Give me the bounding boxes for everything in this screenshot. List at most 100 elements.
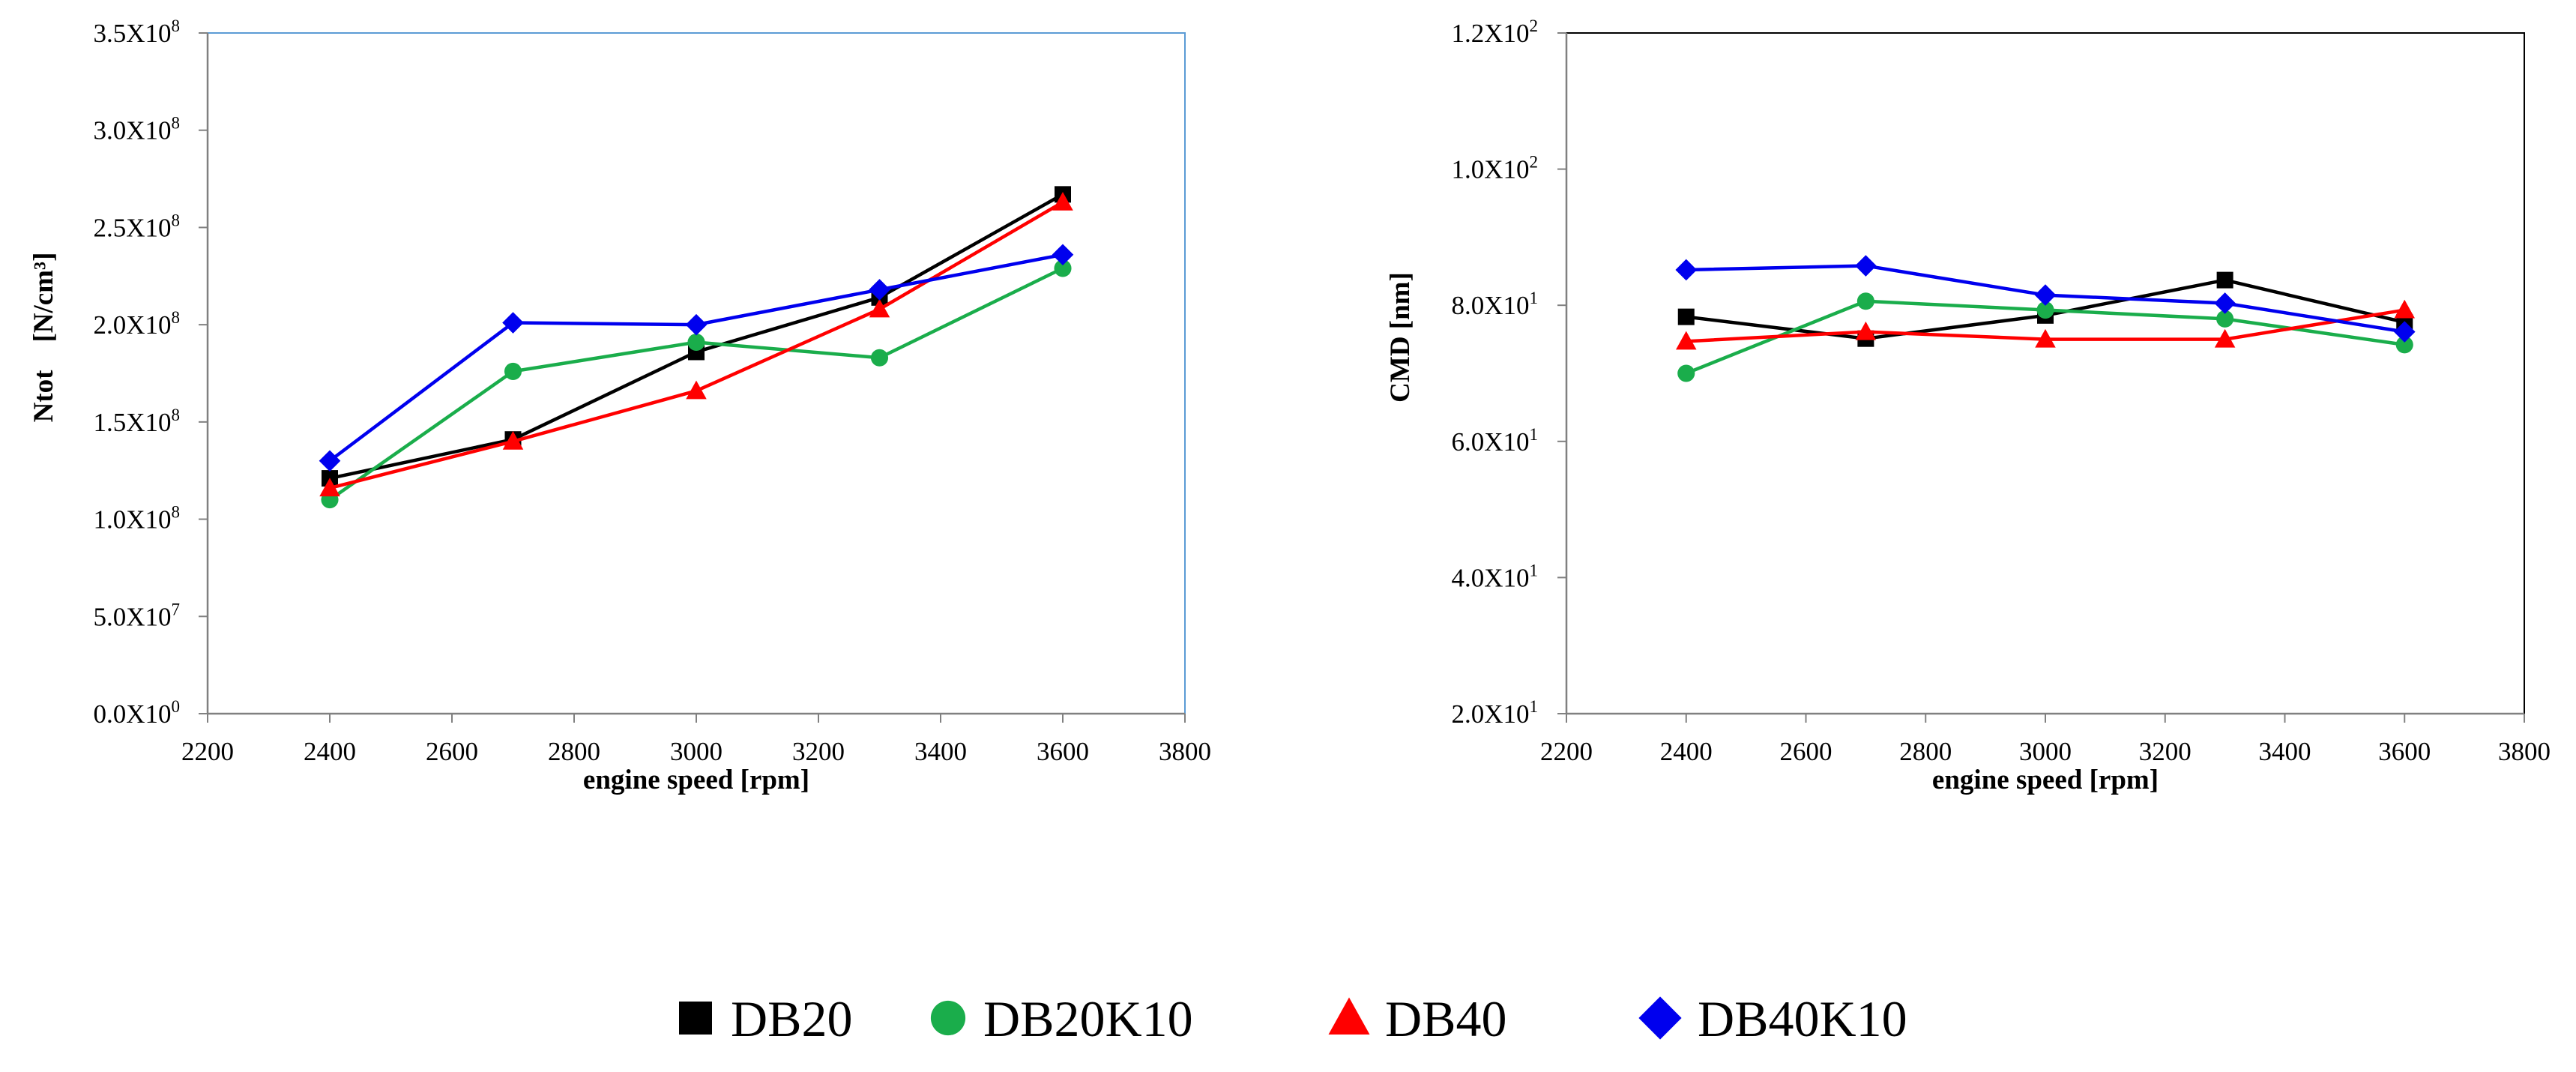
- y-tick-label: 3.5X108: [93, 16, 180, 48]
- data-point-db40: [686, 380, 707, 400]
- data-point-db40: [319, 478, 340, 497]
- legend-label-db40: DB40: [1385, 990, 1506, 1047]
- data-point-db20k10: [2216, 310, 2234, 328]
- y-tick-label: 1.0X102: [1451, 153, 1538, 184]
- legend-label-db20k10: DB20K10: [983, 990, 1193, 1047]
- x-tick-label: 2200: [1540, 737, 1593, 766]
- x-tick-label: 3000: [670, 737, 723, 766]
- y-tick-mantissa: 1.5X10: [93, 408, 171, 437]
- x-tick-label: 3400: [914, 737, 967, 766]
- y-tick-label: 2.0X101: [1451, 697, 1538, 729]
- data-point-db20k10: [1677, 364, 1695, 382]
- legend-label-db20: DB20: [731, 990, 852, 1047]
- data-point-db40k10: [1052, 244, 1074, 266]
- y-tick-mantissa: 2.0X10: [1451, 699, 1529, 729]
- legend: DB20 DB20K10 DB40 DB40K10: [679, 990, 1907, 1047]
- legend-label-db40k10: DB40K10: [1698, 990, 1907, 1047]
- x-tick-label: 2800: [548, 737, 600, 766]
- y-tick-label: 1.5X108: [93, 406, 180, 437]
- y-tick-mantissa: 2.0X10: [93, 310, 171, 340]
- y-tick-label: 5.0X107: [93, 600, 180, 631]
- y-tick-mantissa: 5.0X10: [93, 602, 171, 631]
- x-tick-label: 3600: [2378, 737, 2431, 766]
- data-point-db40: [502, 431, 524, 450]
- x-axis-title: engine speed [rpm]: [1932, 765, 2159, 795]
- y-tick-label: 2.0X108: [93, 308, 180, 340]
- y-axis-title: CMD [nm]: [1385, 272, 1416, 403]
- legend-marker-db20: [679, 1002, 712, 1035]
- y-tick-label: 3.0X108: [93, 114, 180, 145]
- data-point-db20k10: [2395, 336, 2413, 354]
- y-tick-exponent: 8: [172, 503, 181, 522]
- plot-frame: [207, 32, 1186, 714]
- data-point-db20k10: [687, 333, 705, 352]
- y-tick-exponent: 2: [1530, 153, 1539, 172]
- x-tick-label: 3800: [1159, 737, 1211, 766]
- data-point-db40: [1052, 191, 1073, 211]
- x-tick-label: 2600: [426, 737, 478, 766]
- y-tick-exponent: 8: [172, 406, 181, 424]
- data-point-db20k10: [504, 362, 522, 380]
- x-tick-label: 3000: [2019, 737, 2072, 766]
- data-point-db20: [1677, 308, 1695, 325]
- y-tick-label: 6.0X101: [1451, 425, 1538, 457]
- data-point-db40k10: [1855, 255, 1877, 277]
- data-point-db40k10: [2214, 292, 2236, 314]
- y-tick-exponent: 1: [1530, 425, 1539, 444]
- data-point-db40: [2394, 299, 2415, 319]
- legend-marker-db20k10: [930, 1000, 966, 1036]
- y-tick-exponent: 8: [172, 211, 181, 229]
- plot-frame: [1566, 32, 2525, 714]
- x-tick-label: 2600: [1780, 737, 1833, 766]
- data-point-db20k10: [1856, 292, 1874, 310]
- data-point-db40k10: [319, 450, 341, 472]
- data-point-db40k10: [2034, 284, 2057, 306]
- x-tick-label: 3200: [2139, 737, 2192, 766]
- y-tick-mantissa: 1.0X10: [93, 505, 171, 535]
- y-tick-exponent: 1: [1530, 561, 1539, 579]
- x-axis-title: engine speed [rpm]: [583, 765, 809, 795]
- x-tick-label: 2800: [1899, 737, 1952, 766]
- data-point-db40k10: [685, 313, 708, 336]
- data-point-db20k10: [2036, 301, 2054, 319]
- y-tick-exponent: 8: [172, 114, 181, 133]
- data-point-db40: [1676, 331, 1697, 350]
- x-tick-label: 3800: [2498, 737, 2551, 766]
- y-tick-exponent: 8: [172, 308, 181, 327]
- data-point-db40: [869, 298, 890, 318]
- y-tick-exponent: 1: [1530, 697, 1539, 716]
- x-tick-label: 2200: [181, 737, 234, 766]
- y-tick-label: 8.0X101: [1451, 289, 1538, 320]
- y-tick-exponent: 1: [1530, 289, 1539, 307]
- y-tick-exponent: 2: [1530, 16, 1539, 35]
- y-axis-title: Ntot [N/cm³]: [28, 253, 59, 423]
- data-point-db20: [2216, 271, 2233, 289]
- legend-marker-db40: [1328, 997, 1370, 1035]
- data-point-db40k10: [1675, 259, 1698, 281]
- y-tick-exponent: 0: [172, 697, 181, 716]
- y-tick-mantissa: 4.0X10: [1451, 563, 1529, 592]
- data-point-db20k10: [1054, 259, 1072, 277]
- x-tick-label: 2400: [304, 737, 356, 766]
- y-tick-mantissa: 1.0X10: [1451, 155, 1529, 184]
- ntot-chart: 2200 2400 2600 2800 3000 3200 3400 3600 3800 0.0X…: [28, 16, 1211, 795]
- y-tick-mantissa: 0.0X10: [93, 699, 171, 729]
- cmd-chart: 2200 2400 2600 2800 3000 3200 3400 3600 3800 2.0X…: [1385, 16, 2551, 795]
- data-point-db40: [2035, 328, 2056, 348]
- y-tick-label: 0.0X100: [93, 697, 180, 729]
- y-tick-mantissa: 3.0X10: [93, 116, 171, 145]
- data-point-db40k10: [2393, 321, 2416, 343]
- y-tick-mantissa: 1.2X10: [1451, 19, 1529, 48]
- y-tick-mantissa: 2.5X10: [93, 213, 171, 242]
- y-tick-exponent: 7: [172, 600, 181, 618]
- y-tick-mantissa: 8.0X10: [1451, 291, 1529, 320]
- y-tick-mantissa: 3.5X10: [93, 19, 171, 48]
- y-tick-mantissa: 6.0X10: [1451, 427, 1529, 457]
- data-point-db40k10: [502, 312, 524, 334]
- y-tick-exponent: 8: [172, 16, 181, 35]
- data-point-db40: [1855, 321, 1877, 340]
- x-tick-label: 2400: [1660, 737, 1713, 766]
- x-tick-label: 3400: [2259, 737, 2311, 766]
- y-tick-label: 2.5X108: [93, 211, 180, 242]
